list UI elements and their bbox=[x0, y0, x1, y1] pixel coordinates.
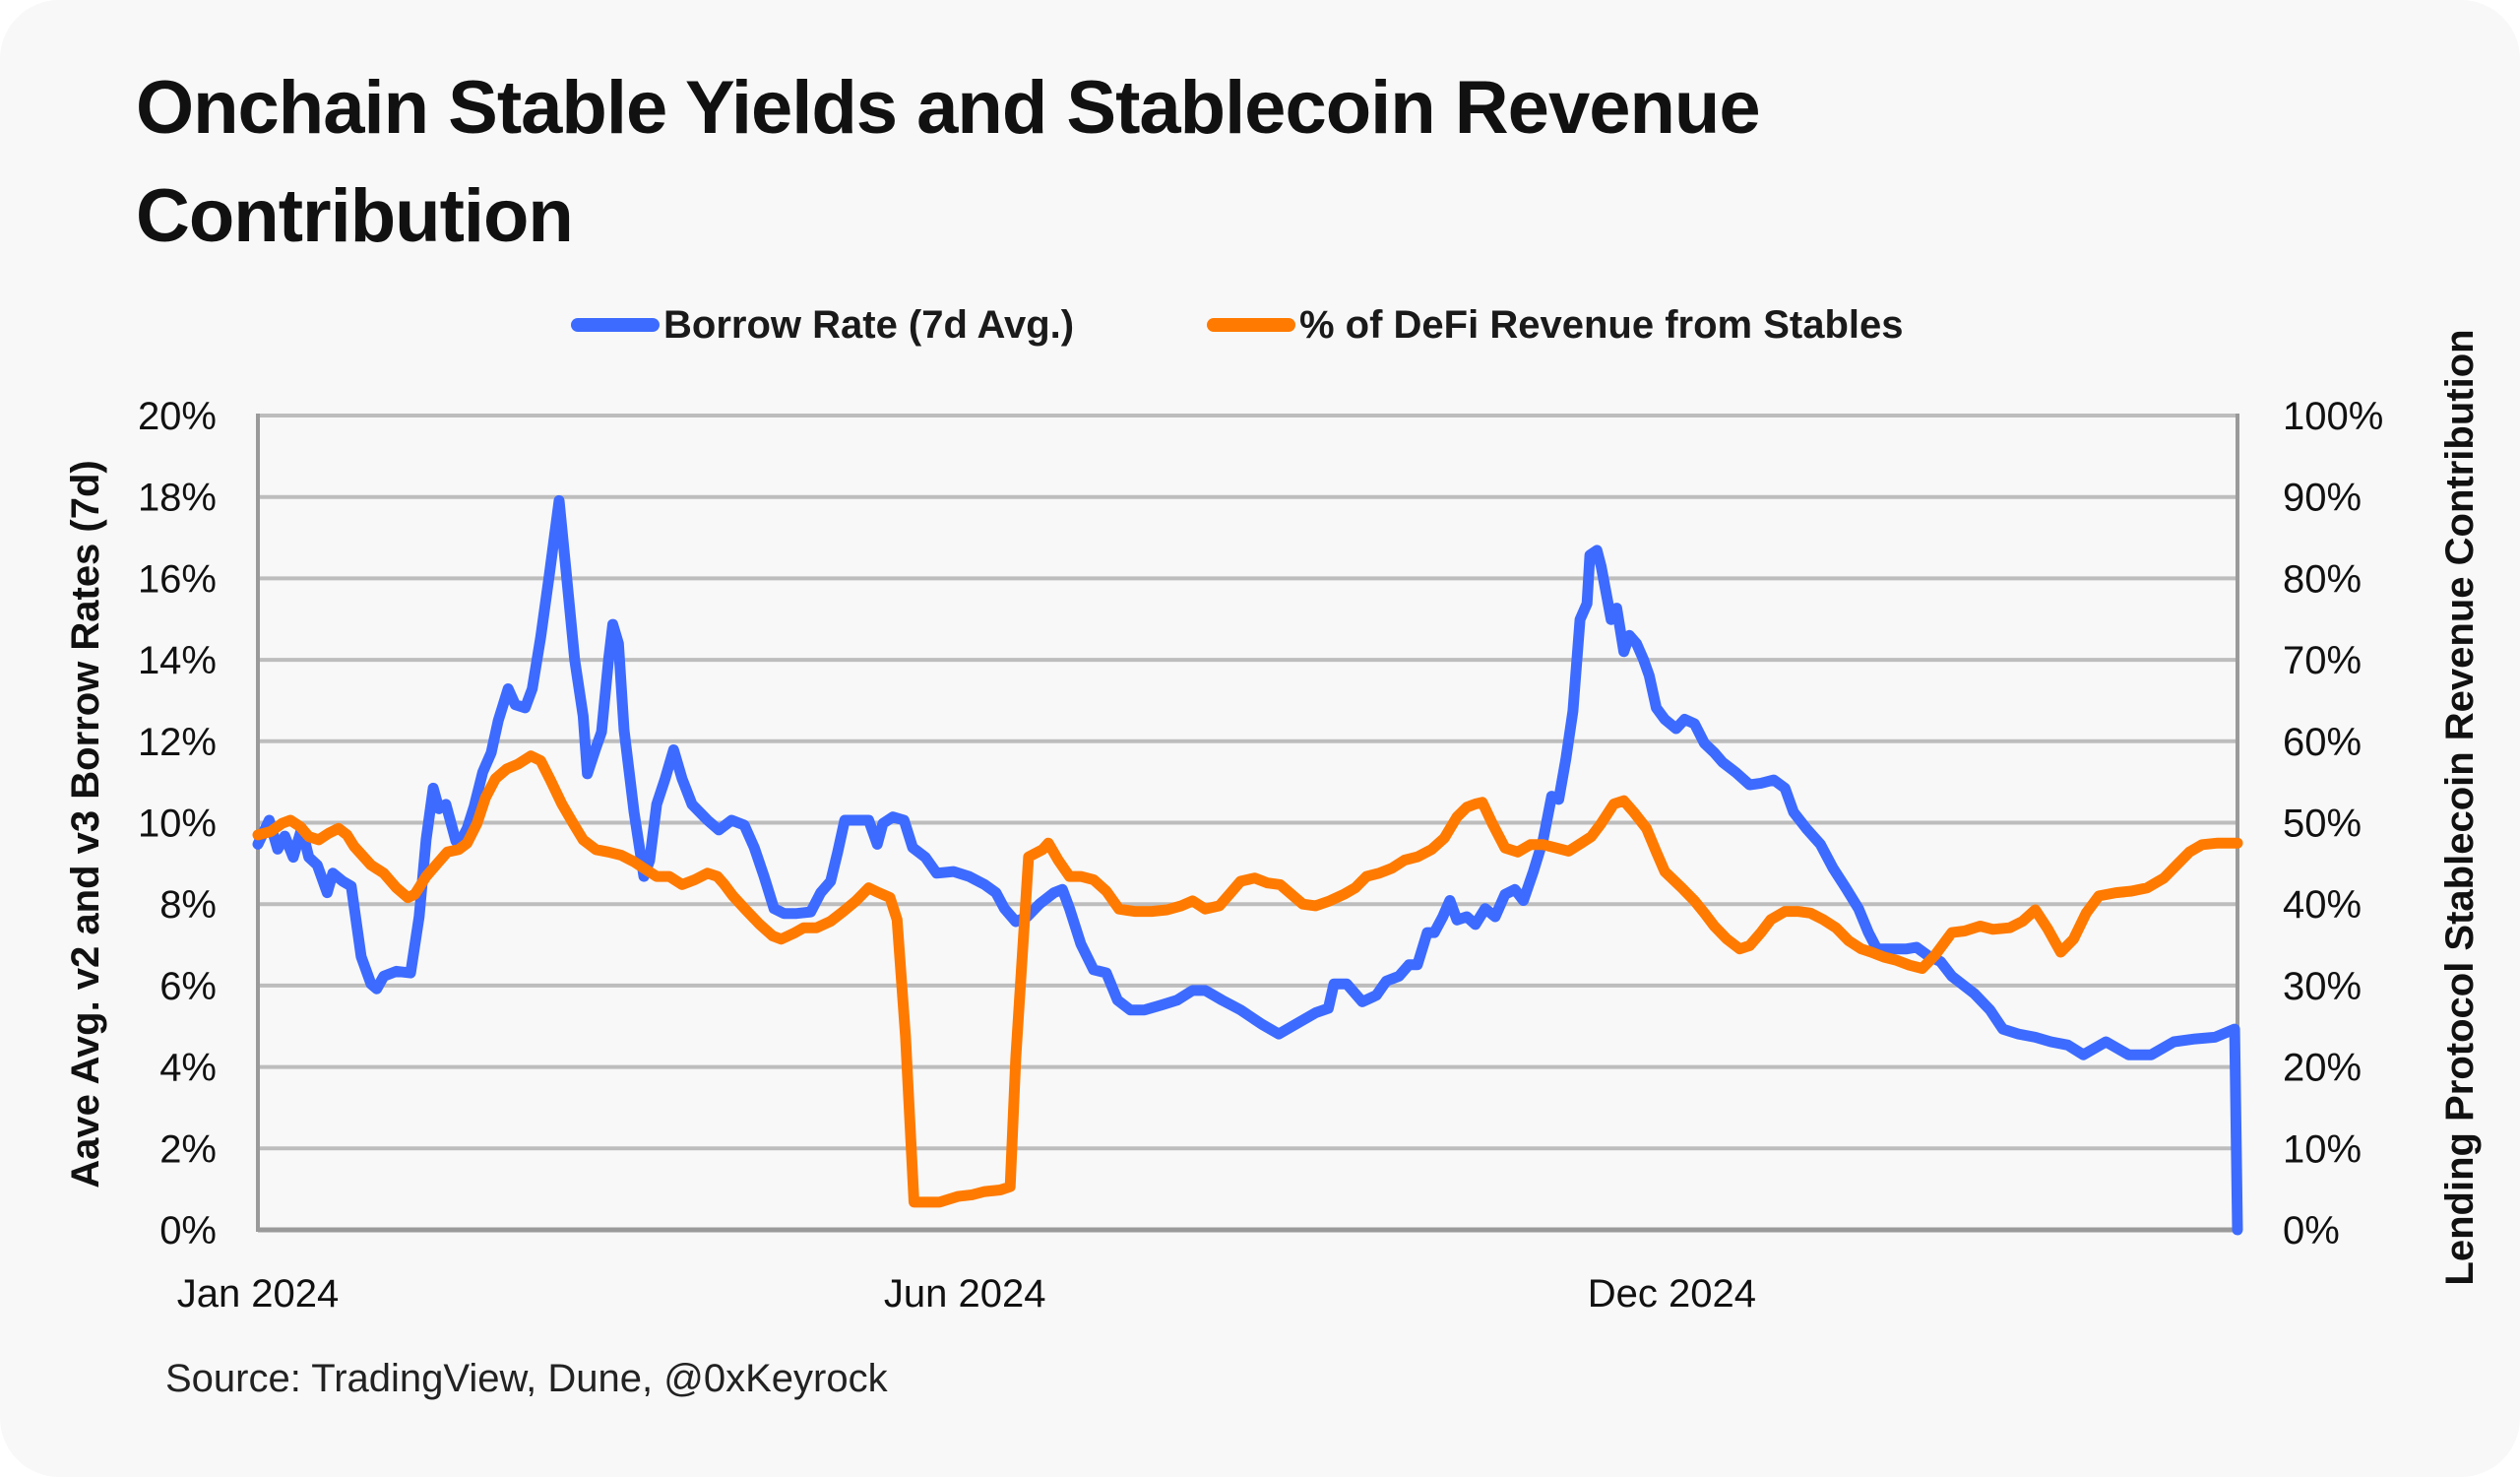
legend-swatch-blue bbox=[571, 318, 660, 332]
borrow-rate-line bbox=[252, 494, 2243, 1236]
legend-label-borrow-rate: Borrow Rate (7d Avg.) bbox=[663, 302, 1075, 347]
legend-swatch-orange bbox=[1207, 318, 1295, 332]
legend-item-defi-revenue: % of DeFi Revenue from Stables bbox=[1207, 295, 1903, 354]
legend: Borrow Rate (7d Avg.) % of DeFi Revenue … bbox=[0, 295, 2520, 354]
left-axis-title: Aave Avg. v2 and v3 Borrow Rates (7d) bbox=[64, 460, 107, 1188]
y2-tick-label: 90% bbox=[2283, 477, 2362, 520]
y-tick-label: 6% bbox=[159, 965, 217, 1008]
chart-title: Onchain Stable Yields and Stablecoin Rev… bbox=[136, 66, 1761, 258]
y2-tick-label: 80% bbox=[2283, 557, 2362, 601]
x-tick-label: Jun 2024 bbox=[884, 1272, 1046, 1316]
y2-tick-label: 60% bbox=[2283, 721, 2362, 764]
right-axis-ticks: 0% 10% 20% 30% 40% 50% 60% 70% 80% 90% 100% bbox=[2283, 395, 2383, 1252]
y2-tick-label: 30% bbox=[2283, 965, 2362, 1008]
x-tick-label: Dec 2024 bbox=[1588, 1272, 1756, 1316]
x-tick-label: Jan 2024 bbox=[177, 1272, 340, 1316]
y2-tick-label: 100% bbox=[2283, 395, 2383, 438]
y-tick-label: 8% bbox=[159, 883, 217, 927]
y-tick-label: 2% bbox=[159, 1127, 217, 1171]
y-tick-label: 14% bbox=[138, 639, 217, 682]
y-tick-label: 0% bbox=[159, 1209, 217, 1252]
y2-tick-label: 10% bbox=[2283, 1127, 2362, 1171]
right-axis-title: Lending Protocol Stablecoin Revenue Cont… bbox=[2438, 329, 2482, 1285]
defi-revenue-line bbox=[252, 750, 2243, 1208]
y-tick-label: 10% bbox=[138, 803, 217, 846]
y-tick-label: 20% bbox=[138, 395, 217, 438]
y2-tick-label: 50% bbox=[2283, 803, 2362, 846]
y-tick-label: 4% bbox=[159, 1047, 217, 1090]
y-tick-label: 16% bbox=[138, 557, 217, 601]
legend-item-borrow-rate: Borrow Rate (7d Avg.) bbox=[571, 295, 1074, 354]
legend-label-defi-revenue: % of DeFi Revenue from Stables bbox=[1299, 302, 1904, 347]
gridlines bbox=[256, 414, 2239, 1233]
left-axis-ticks: 0% 2% 4% 6% 8% 10% 12% 14% 16% 18% 20% bbox=[138, 395, 217, 1252]
y2-tick-label: 20% bbox=[2283, 1047, 2362, 1090]
x-axis-ticks: Jan 2024 Jun 2024 Dec 2024 bbox=[177, 1272, 1756, 1316]
source-note: Source: TradingView, Dune, @0xKeyrock bbox=[165, 1357, 888, 1400]
y2-tick-label: 70% bbox=[2283, 639, 2362, 682]
y-tick-label: 18% bbox=[138, 477, 217, 520]
series-lines bbox=[252, 494, 2243, 1236]
y-tick-label: 12% bbox=[138, 721, 217, 764]
y2-tick-label: 40% bbox=[2283, 883, 2362, 927]
y2-tick-label: 0% bbox=[2283, 1209, 2340, 1252]
